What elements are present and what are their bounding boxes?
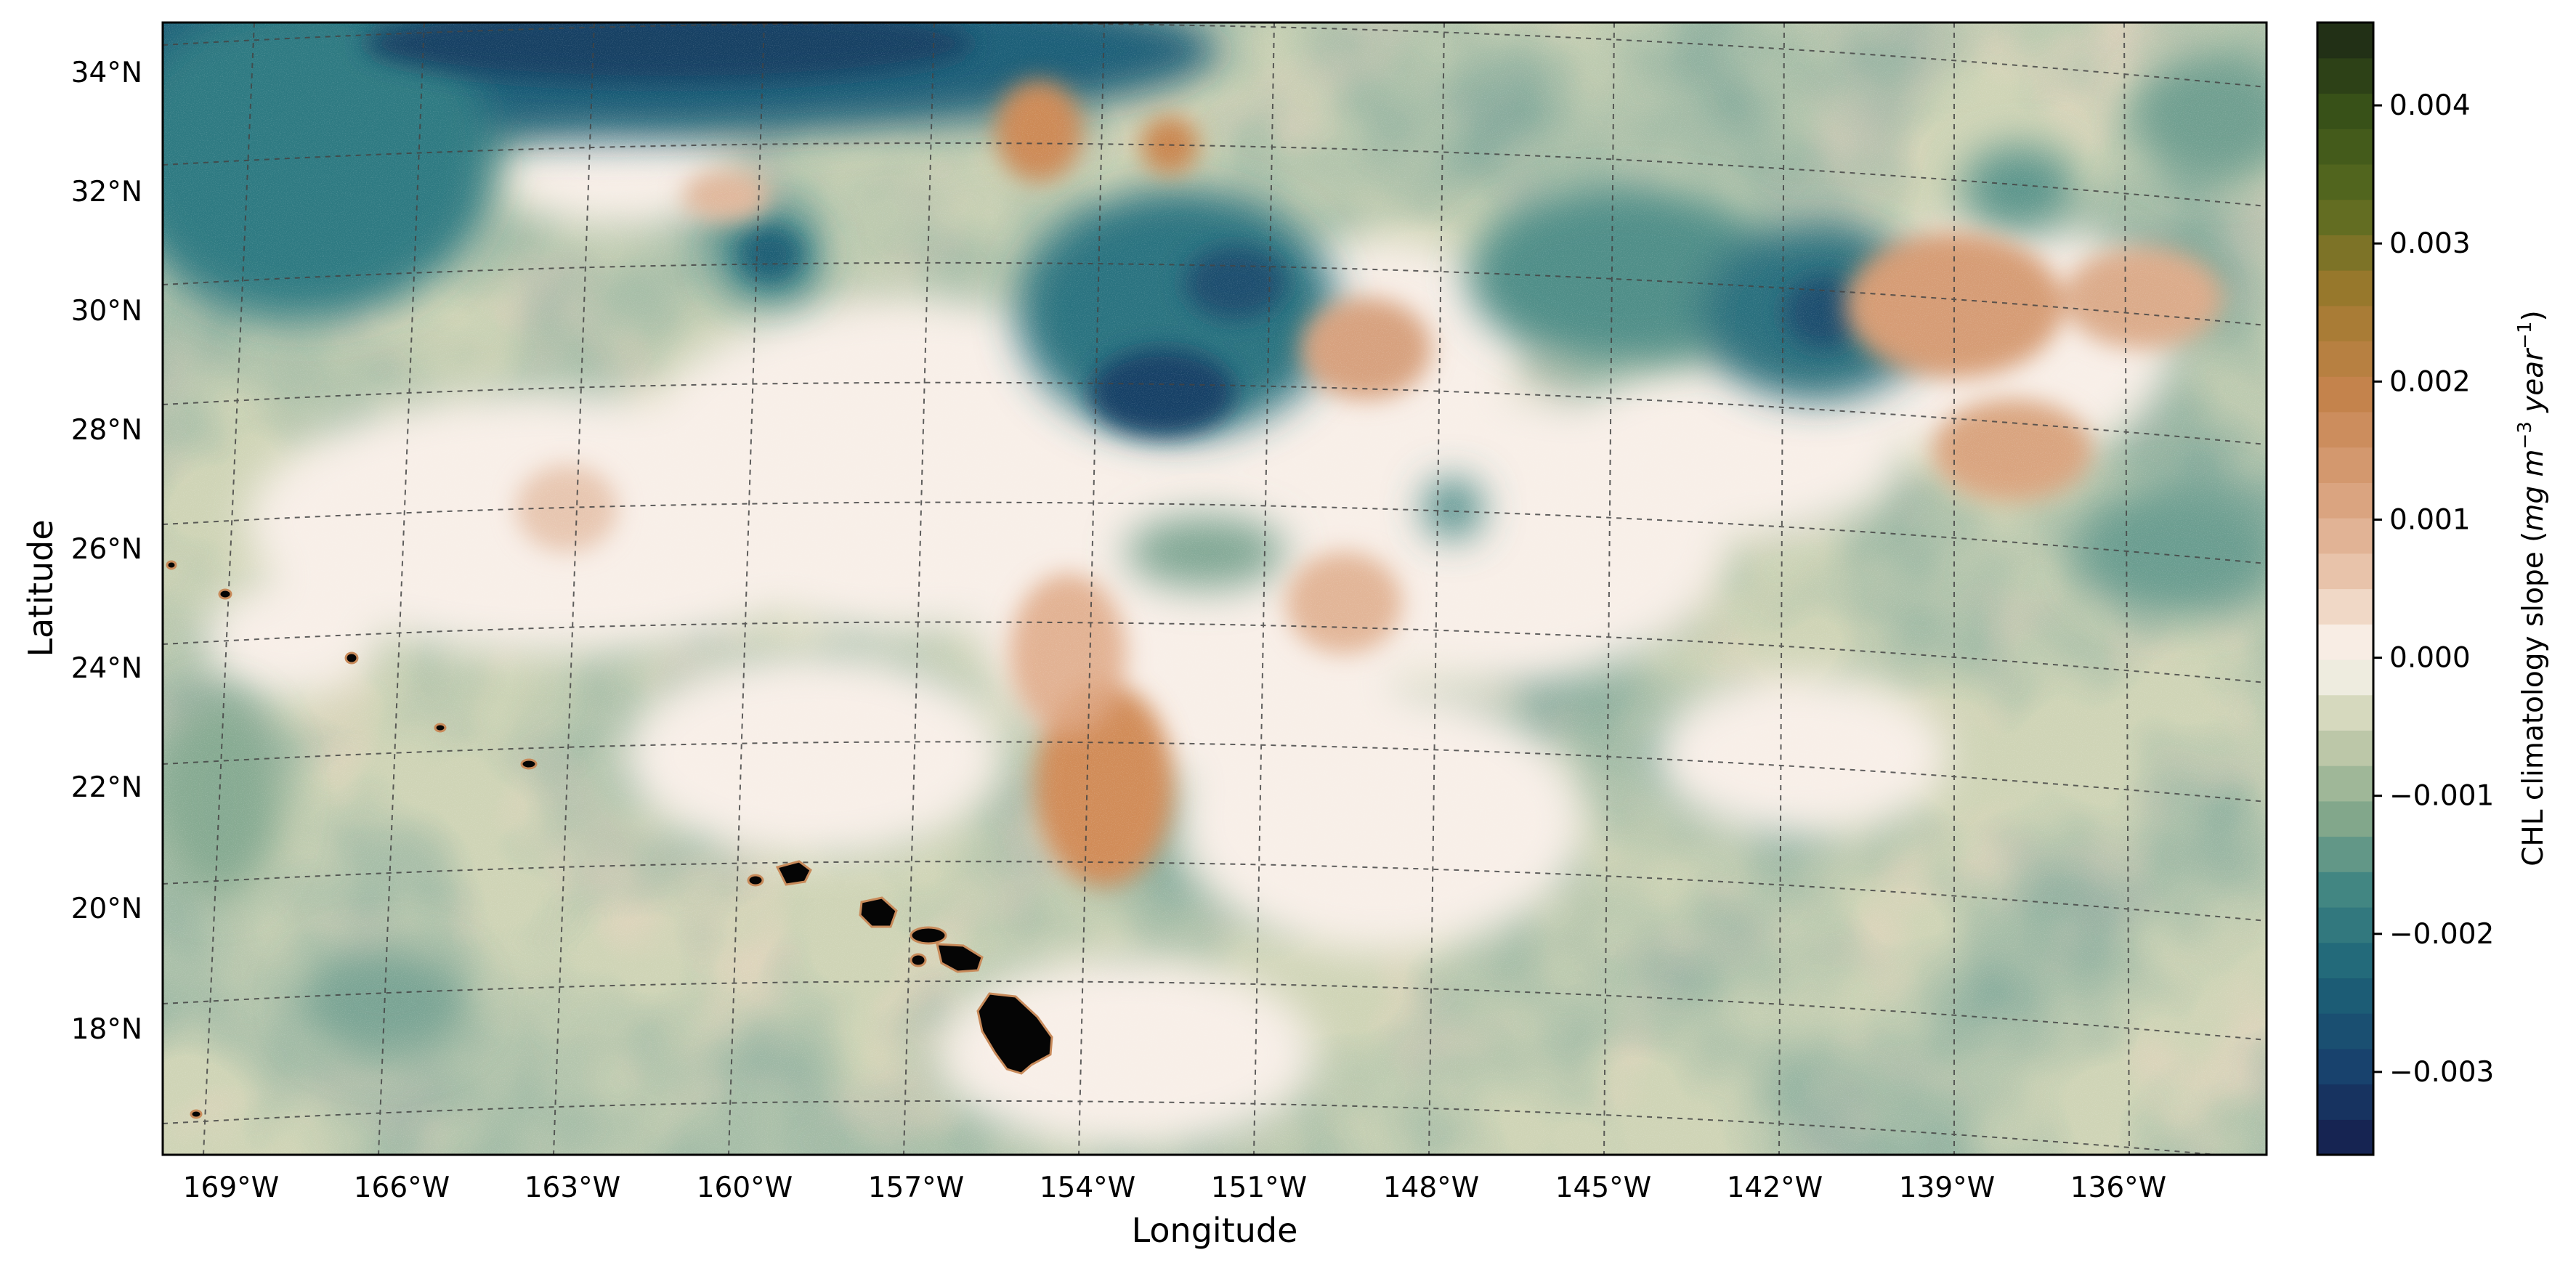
chlorophyll-slope-field: [0, 0, 2296, 1159]
colorbar-bin: [2317, 482, 2373, 518]
colorbar-bin: [2317, 589, 2373, 625]
colorbar-bin: [2317, 766, 2373, 801]
x-tick-151w: 151°W: [1211, 1171, 1308, 1204]
y-tick-labels: 34°N 32°N 30°N 28°N 26°N 24°N 22°N 20°N …: [71, 57, 142, 1046]
y-tick-26n: 26°N: [71, 533, 142, 566]
colorbar-bin: [2317, 624, 2373, 659]
y-axis-title: Latitude: [21, 519, 60, 657]
y-tick-30n: 30°N: [71, 295, 142, 328]
x-tick-163w: 163°W: [524, 1171, 621, 1204]
colorbar-bin: [2317, 58, 2373, 94]
y-tick-20n: 20°N: [71, 893, 142, 925]
x-tick-157w: 157°W: [868, 1171, 965, 1204]
colorbar-bin: [2317, 270, 2373, 306]
island-niihau: [748, 875, 763, 885]
colorbar-bin: [2317, 376, 2373, 412]
colorbar-bin: [2317, 341, 2373, 376]
colorbar-bin: [2317, 447, 2373, 483]
colorbar-bin: [2317, 695, 2373, 731]
colorbar-tick-label: 0.000: [2389, 642, 2471, 675]
colorbar-bin: [2317, 518, 2373, 553]
colorbar-bin: [2317, 23, 2373, 58]
island-maro: [167, 561, 176, 569]
colorbar-bin: [2317, 129, 2373, 164]
x-tick-154w: 154°W: [1040, 1171, 1136, 1204]
y-tick-34n: 34°N: [71, 57, 142, 89]
colorbar-label: CHL climatology slope (mg m−3 year−1): [2514, 310, 2550, 866]
x-tick-169w: 169°W: [183, 1171, 280, 1204]
colorbar-bin: [2317, 943, 2373, 978]
colorbar-bin: [2317, 837, 2373, 872]
island-necker: [435, 724, 445, 731]
colorbar-bin: [2317, 164, 2373, 200]
island-nihoa: [522, 760, 536, 768]
colorbar-bin: [2317, 801, 2373, 837]
x-tick-145w: 145°W: [1555, 1171, 1652, 1204]
colorbar-bins: [2317, 23, 2373, 1156]
colorbar-bin: [2317, 306, 2373, 341]
x-tick-148w: 148°W: [1383, 1171, 1480, 1204]
colorbar-tick-label: 0.002: [2389, 365, 2471, 398]
colorbar-bin: [2317, 235, 2373, 270]
colorbar-label-exp1: −3: [2514, 421, 2536, 449]
colorbar-tick-label: 0.003: [2389, 227, 2471, 260]
island-johnston: [191, 1110, 201, 1118]
colorbar-label-units: mg m: [2517, 449, 2550, 531]
x-tick-166w: 166°W: [354, 1171, 450, 1204]
colorbar-bin: [2317, 200, 2373, 235]
x-axis-title: Longitude: [1132, 1211, 1298, 1250]
colorbar-tick-label: 0.004: [2389, 89, 2471, 122]
colorbar-tick-label: −0.002: [2389, 918, 2494, 951]
island-french-frigate: [346, 653, 357, 663]
y-tick-32n: 32°N: [71, 176, 142, 208]
y-tick-22n: 22°N: [71, 771, 142, 804]
colorbar-bin: [2317, 907, 2373, 943]
x-tick-136w: 136°W: [2070, 1171, 2167, 1204]
colorbar-bin: [2317, 412, 2373, 447]
colorbar-tick-label: −0.003: [2389, 1056, 2494, 1089]
colorbar-label-suffix: ): [2517, 310, 2550, 321]
colorbar-ticks: −0.003 −0.002 −0.001 0.000 0.001 0.002 0.003 0.…: [2373, 89, 2494, 1089]
island-lanai: [911, 954, 926, 966]
colorbar-bin: [2317, 730, 2373, 766]
colorbar-bin: [2317, 1013, 2373, 1049]
colorbar-bin: [2317, 1084, 2373, 1120]
colorbar-tick-label: −0.001: [2389, 780, 2494, 813]
colorbar-label-prefix: CHL climatology slope (: [2517, 532, 2550, 866]
y-tick-24n: 24°N: [71, 652, 142, 685]
colorbar-bin: [2317, 659, 2373, 695]
island-molokai: [911, 927, 946, 943]
x-tick-labels: 169°W 166°W 163°W 160°W 157°W 154°W 151°…: [183, 1171, 2167, 1204]
x-tick-142w: 142°W: [1727, 1171, 1823, 1204]
colorbar-bin: [2317, 978, 2373, 1013]
colorbar-bin: [2317, 93, 2373, 129]
colorbar-label-exp2: −1: [2514, 321, 2536, 349]
colorbar-bin: [2317, 1119, 2373, 1155]
y-tick-28n: 28°N: [71, 414, 142, 447]
colorbar-bin: [2317, 872, 2373, 907]
colorbar-bin: [2317, 553, 2373, 589]
x-tick-160w: 160°W: [697, 1171, 793, 1204]
island-gardner: [219, 590, 231, 598]
y-tick-18n: 18°N: [71, 1013, 142, 1046]
colorbar-tick-label: 0.001: [2389, 503, 2471, 536]
colorbar-bin: [2317, 1049, 2373, 1084]
colorbar-label-year: year: [2517, 347, 2550, 421]
x-tick-139w: 139°W: [1899, 1171, 1996, 1204]
